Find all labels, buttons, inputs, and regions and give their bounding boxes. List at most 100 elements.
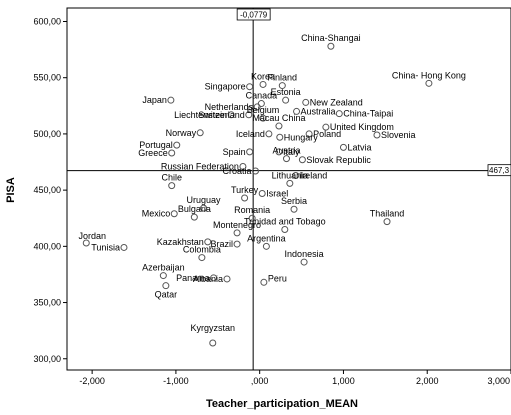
data-point	[373, 131, 381, 139]
point-label: Trinidad and Tobago	[244, 216, 326, 226]
data-point	[246, 83, 254, 91]
point-label: Hungary	[284, 132, 319, 142]
data-point	[265, 130, 273, 138]
y-tick-label: 550,00	[33, 73, 61, 83]
data-point	[339, 143, 347, 151]
data-point	[167, 96, 175, 104]
data-point	[257, 100, 265, 108]
data-point	[298, 156, 306, 164]
data-point	[293, 107, 301, 115]
data-point	[239, 163, 247, 171]
point-label: China-Taipai	[343, 109, 393, 119]
x-tick-label: -2,000	[79, 376, 105, 386]
data-point	[286, 179, 294, 187]
data-point	[173, 141, 181, 149]
data-point	[262, 242, 270, 250]
y-axis-title: PISA	[5, 177, 17, 203]
point-label: Korea	[251, 71, 275, 81]
y-tick-label: 400,00	[33, 241, 61, 251]
point-label: Poland	[313, 129, 341, 139]
data-point	[292, 172, 300, 180]
data-points	[82, 42, 433, 347]
point-label: Ireland	[300, 171, 328, 181]
data-point	[259, 80, 267, 88]
point-label: Uruguay	[187, 195, 222, 205]
point-label: Kyrgyzstan	[191, 323, 236, 333]
data-point	[233, 229, 241, 237]
data-point	[425, 79, 433, 87]
data-point	[200, 204, 208, 212]
point-label: Turkey	[231, 185, 259, 195]
point-label: Qatar	[155, 290, 178, 300]
point-label: Serbia	[281, 196, 307, 206]
y-tick-label: 350,00	[33, 298, 61, 308]
data-point	[204, 238, 212, 246]
point-label: Peru	[268, 273, 287, 283]
data-point	[248, 214, 256, 222]
point-label: Netherlands	[205, 102, 254, 112]
data-point	[168, 149, 176, 157]
data-point	[275, 122, 283, 130]
data-point	[259, 114, 267, 122]
x-tick-label: ,000	[251, 376, 269, 386]
point-label: Greece	[138, 148, 168, 158]
point-label: Japan	[142, 95, 167, 105]
point-label: Russian Federation	[161, 162, 239, 172]
point-label: Bulgaria	[178, 204, 211, 214]
point-label: Iceland	[236, 129, 265, 139]
x-tick-label: 1,000	[332, 376, 355, 386]
point-label: Mexico	[142, 209, 171, 219]
data-point	[120, 243, 128, 251]
y-tick-label: 300,00	[33, 354, 61, 364]
data-point	[327, 42, 335, 50]
point-label: Macau China	[252, 113, 305, 123]
point-label: Tunisia	[91, 242, 120, 252]
point-label: China- Hong Kong	[392, 70, 466, 80]
point-label: Indonesia	[285, 249, 324, 259]
point-label: Jordan	[79, 231, 107, 241]
data-point	[190, 213, 198, 221]
data-point	[305, 130, 313, 138]
data-point	[196, 129, 204, 137]
data-point	[245, 111, 253, 119]
point-label: Chile	[161, 173, 182, 183]
data-point	[210, 274, 218, 282]
data-point	[282, 96, 290, 104]
data-point	[281, 225, 289, 233]
point-label: Panama	[176, 273, 210, 283]
y-tick-label: 450,00	[33, 185, 61, 195]
x-tick-label: 2,000	[416, 376, 439, 386]
point-label: United Kingdom	[330, 122, 394, 132]
data-point	[302, 98, 310, 106]
point-label: Estonia	[271, 87, 301, 97]
data-point	[276, 133, 284, 141]
point-label: Singapore	[205, 82, 246, 92]
point-label: Austria	[272, 146, 300, 156]
data-point	[246, 148, 254, 156]
x-reference-label-box	[236, 8, 271, 21]
point-label: Thailand	[370, 209, 405, 219]
point-label: Albania	[193, 274, 223, 284]
data-point	[227, 111, 235, 119]
point-label: China-Shangai	[301, 33, 361, 43]
point-label: Portugal	[139, 140, 173, 150]
y-reference-label: 467,3	[489, 166, 510, 175]
point-label: Romania	[234, 205, 270, 215]
point-label: Azerbaijan	[142, 263, 185, 273]
y-axis: 300,00 350,00 400,00 450,00 500,00 550,00 600,…	[33, 16, 67, 364]
point-label: Switzerland	[198, 110, 245, 120]
point-label: Latvia	[347, 142, 371, 152]
x-axis: -2,000 -1,000 ,000 1,000 2,000 3,000	[79, 370, 511, 386]
x-axis-title: Teacher_participation_MEAN	[206, 398, 358, 410]
data-point	[278, 82, 286, 90]
plot-area	[66, 7, 511, 371]
data-point	[260, 278, 268, 286]
x-tick-label: 3,000	[487, 376, 510, 386]
data-point	[275, 148, 283, 156]
point-label: Slovenia	[381, 130, 416, 140]
x-tick-label: -1,000	[163, 376, 189, 386]
point-label: Lithuania	[272, 170, 309, 180]
data-point	[159, 272, 167, 280]
data-point	[209, 339, 217, 347]
